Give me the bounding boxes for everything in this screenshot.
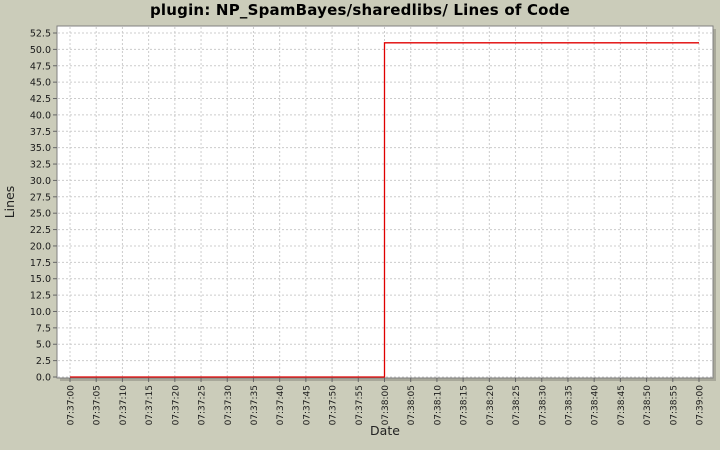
x-tick-label: 07:38:20 (486, 385, 496, 426)
y-tick-label: 7.5 (36, 323, 51, 334)
y-tick-label: 2.5 (36, 356, 51, 367)
y-tick-label: 22.5 (30, 225, 51, 236)
x-tick-label: 07:37:40 (276, 385, 286, 426)
x-tick-label: 07:37:45 (302, 385, 312, 425)
x-tick-label: 07:38:05 (407, 385, 417, 425)
x-tick-label: 07:38:35 (564, 385, 574, 425)
x-tick-label: 07:38:25 (512, 385, 522, 425)
chart-title: plugin: NP_SpamBayes/sharedlibs/ Lines o… (150, 1, 570, 19)
y-tick-label: 42.5 (30, 94, 51, 105)
x-tick-label: 07:37:55 (355, 385, 365, 425)
x-tick-label: 07:38:15 (460, 385, 470, 425)
y-tick-label: 45.0 (30, 78, 51, 89)
x-tick-label: 07:37:30 (224, 385, 234, 426)
x-tick-label: 07:39:00 (696, 385, 706, 426)
series-line (70, 42, 699, 378)
y-tick-label: 52.5 (30, 29, 51, 40)
y-tick-label: 27.5 (30, 192, 51, 203)
y-tick-label: 30.0 (30, 176, 51, 187)
y-tick-label: 32.5 (30, 160, 51, 171)
x-tick-label: 07:38:30 (538, 385, 548, 426)
y-tick-label: 20.0 (30, 241, 51, 252)
x-axis-title: Date (370, 423, 400, 438)
x-tick-label: 07:37:10 (119, 385, 129, 426)
x-tick-label: 07:37:15 (145, 385, 155, 425)
y-tick-label: 10.0 (30, 307, 51, 318)
x-tick-label: 07:38:40 (591, 385, 601, 426)
x-tick-label: 07:38:45 (617, 385, 627, 425)
x-tick-label: 07:38:55 (669, 385, 679, 425)
x-tick-label: 07:37:35 (250, 385, 260, 425)
x-tick-label: 07:37:50 (329, 385, 339, 426)
y-tick-label: 12.5 (30, 291, 51, 302)
y-tick-label: 40.0 (30, 110, 51, 121)
y-tick-label: 25.0 (30, 209, 51, 220)
x-tick-label: 07:38:00 (381, 385, 391, 426)
x-tick-label: 07:38:50 (643, 385, 653, 426)
x-tick-label: 07:37:00 (67, 385, 77, 426)
y-tick-label: 35.0 (30, 143, 51, 154)
y-tick-label: 15.0 (30, 274, 51, 285)
y-tick-label: 50.0 (30, 45, 51, 56)
y-tick-label: 47.5 (30, 61, 51, 72)
x-tick-label: 07:37:25 (198, 385, 208, 425)
x-tick-label: 07:37:05 (93, 385, 103, 425)
y-tick-label: 0.0 (36, 373, 51, 384)
x-tick-label: 07:37:20 (171, 385, 181, 426)
y-tick-label: 5.0 (36, 340, 51, 351)
y-tick-label: 17.5 (30, 258, 51, 269)
y-tick-label: 37.5 (30, 127, 51, 138)
x-tick-label: 07:38:10 (433, 385, 443, 426)
